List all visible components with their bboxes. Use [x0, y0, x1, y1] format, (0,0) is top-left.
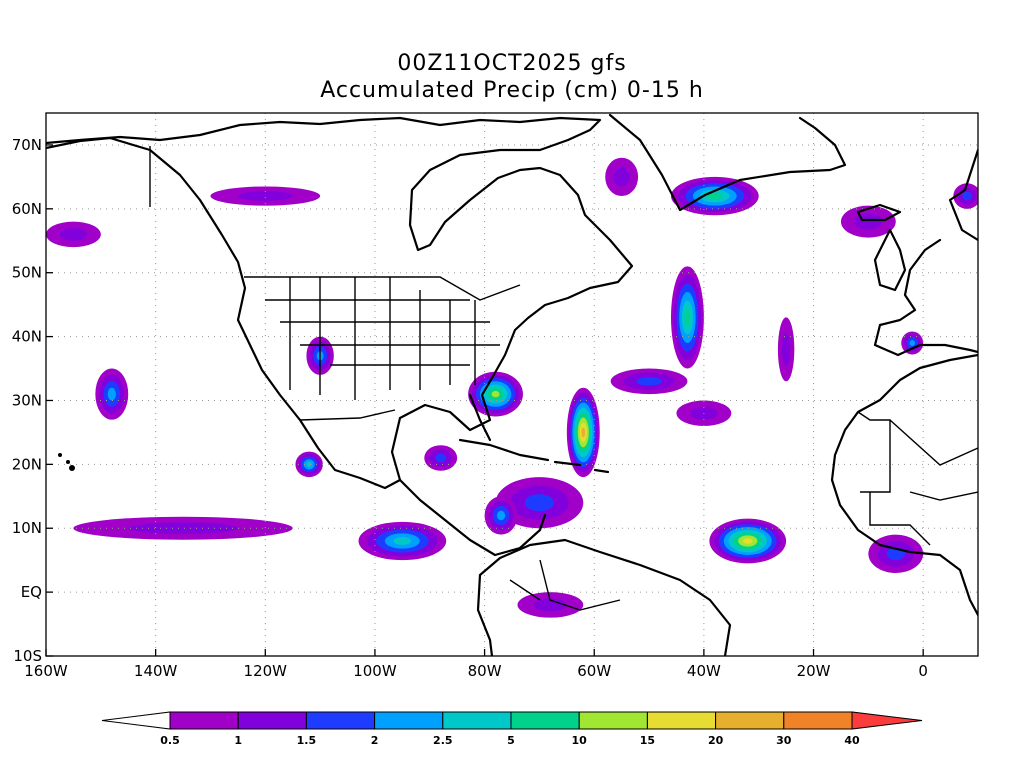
precip-area: [709, 518, 787, 564]
colorbar-box: [237, 711, 307, 730]
colorbar-label: 15: [640, 734, 655, 747]
precip-contour: [782, 333, 791, 366]
colorbar-box: [578, 711, 648, 730]
lat-tick-label: 60N: [12, 200, 42, 218]
lat-tick-label: EQ: [21, 583, 42, 601]
colorbar-label: 2: [371, 734, 379, 747]
precip-contour: [742, 538, 753, 544]
precip-area: [295, 451, 323, 478]
precip-contour: [496, 510, 506, 521]
lon-tick-label: 60W: [577, 662, 611, 680]
precip-contour: [491, 390, 500, 398]
lat-tick-label: 50N: [12, 264, 42, 282]
precip-area: [610, 368, 688, 395]
colorbar-low-triangle: [101, 711, 171, 730]
colorbar-label: 0.5: [160, 734, 180, 747]
lon-tick-label: 140W: [134, 662, 178, 680]
lon-tick-label: 40W: [687, 662, 721, 680]
lon-tick-label: 100W: [353, 662, 397, 680]
precip-contour: [581, 427, 586, 438]
south-america-coast: [476, 538, 732, 656]
colorbar-box: [169, 711, 239, 730]
cuba-coast: [458, 438, 550, 462]
lat-tick-label: 30N: [12, 391, 42, 409]
lon-tick-label: 0: [918, 662, 928, 680]
precip-area: [46, 221, 101, 248]
precip-area: [901, 331, 924, 355]
precip-area: [95, 368, 129, 420]
precip-contour: [909, 340, 915, 346]
lat-tick-label: 70N: [12, 136, 42, 154]
precip-contour: [393, 537, 412, 545]
lon-tick-label: 80W: [468, 662, 502, 680]
colorbar-label: 30: [776, 734, 792, 747]
greenland-coast: [608, 113, 847, 212]
precip-contour: [237, 191, 293, 201]
precip-area: [358, 521, 447, 561]
precip-area: [670, 266, 704, 369]
colorbar-box: [305, 711, 376, 730]
colorbar-label: 20: [708, 734, 724, 747]
precip-area: [605, 157, 639, 197]
precip-area: [210, 186, 321, 206]
europe-coast: [873, 148, 978, 357]
precip-contour: [636, 377, 662, 386]
colorbar: 0.5 1 1.5 2 2.5 5 10 15 20 30 40: [101, 711, 923, 747]
title-line-1: 00Z11OCT2025 gfs: [397, 51, 626, 76]
lat-tick-label: 10S: [13, 647, 42, 665]
colorbar-box: [374, 711, 444, 730]
africa-coast: [830, 353, 978, 617]
precip-contour: [962, 191, 972, 201]
precip-contour: [524, 494, 555, 512]
precip-contour: [533, 598, 567, 612]
colorbar-box: [715, 711, 785, 730]
coastlines: [46, 113, 978, 656]
map-frame: [45, 112, 979, 657]
lon-tick-label: 20W: [797, 662, 831, 680]
title-line-2: Accumulated Precip (cm) 0-15 h: [320, 78, 704, 103]
precip-area: [566, 387, 600, 478]
colorbar-box: [646, 711, 717, 730]
lat-tick-label: 20N: [12, 455, 42, 473]
precip-contour: [435, 453, 447, 463]
colorbar-box: [510, 711, 580, 730]
colorbar-label: 1.5: [297, 734, 317, 747]
lat-tick-label: 40N: [12, 328, 42, 346]
precip-area: [868, 534, 924, 573]
colorbar-box: [783, 711, 853, 730]
colorbar-label: 5: [507, 734, 515, 747]
precip-area: [670, 176, 759, 216]
precip-area: [73, 516, 293, 540]
colorbar-label: 40: [844, 734, 860, 747]
precip-contour: [613, 167, 630, 187]
lon-tick-label: 120W: [244, 662, 288, 680]
precip-contour: [107, 387, 116, 401]
lat-lon-grid: [46, 113, 978, 656]
lon-tick-label: 160W: [24, 662, 68, 680]
colorbar-label: 10: [572, 734, 588, 747]
precip-contour: [306, 461, 312, 467]
precip-contour: [59, 227, 88, 241]
precip-contour: [707, 192, 723, 200]
precip-area: [468, 371, 523, 417]
precip-contour: [854, 213, 883, 230]
precip-layer: [46, 157, 978, 618]
precip-contour: [684, 308, 691, 326]
colorbar-label: 2.5: [433, 734, 453, 747]
lat-tick-label: 10N: [12, 519, 42, 537]
north-america-coast: [46, 116, 634, 490]
precip-area: [424, 445, 458, 471]
precip-area: [953, 183, 978, 209]
precip-area: [517, 592, 584, 618]
precip-contour: [128, 522, 238, 534]
colorbar-box: [442, 711, 512, 730]
central-america-coast: [398, 478, 547, 557]
colorbar-high-triangle: [851, 711, 923, 730]
precip-area: [777, 317, 795, 382]
colorbar-label: 1: [234, 734, 242, 747]
precip-area: [484, 496, 518, 535]
